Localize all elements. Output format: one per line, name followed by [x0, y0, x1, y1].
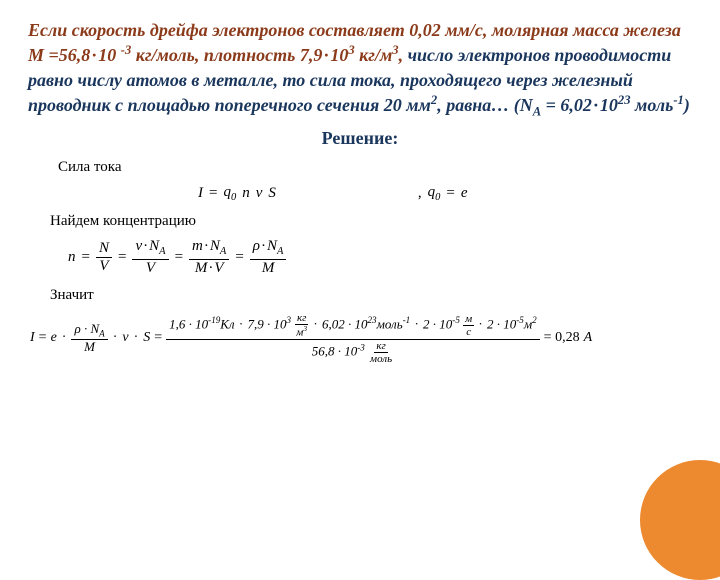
f-resA: А	[584, 330, 593, 346]
prob-p2d-sup: 23	[618, 93, 631, 107]
sym-q2-sub: 0	[435, 192, 440, 203]
sym-n: n	[242, 185, 250, 202]
corner-accent-circle	[640, 460, 720, 580]
f-v: v	[122, 330, 128, 346]
sym-comma: ,	[418, 185, 422, 202]
eq-current: I = q0nvS , q0 = e	[198, 184, 692, 203]
sym-q-sub: 0	[231, 192, 236, 203]
prob-p1c: кг/моль, плотность 7,9	[131, 45, 322, 65]
label-sila-toka: Сила тока	[58, 159, 692, 176]
frac-rhoNA-M: ρ·NA M	[250, 238, 287, 276]
prob-p2c: = 6,02	[541, 95, 592, 115]
sym-eq2: =	[446, 185, 454, 202]
f-res: = 0,28	[544, 330, 580, 346]
sym-S: S	[268, 185, 276, 202]
prob-p1f: ,	[399, 45, 404, 65]
sym-v: v	[256, 185, 263, 202]
sym-eq: =	[209, 185, 217, 202]
sym-e: e	[461, 185, 468, 202]
f-e: e	[51, 330, 57, 346]
prob-p2e-sup: -1	[673, 93, 684, 107]
frac-mNA-MV: m·NA M·V	[189, 238, 229, 276]
f-I: I	[30, 330, 35, 346]
frac-big-calc: 1,6 · 10-19Кл · 7,9 · 103 кгм3 · 6,02 · …	[166, 312, 540, 365]
frac-nuNA-V: ν·NA V	[132, 238, 168, 276]
label-znachit: Значит	[50, 287, 692, 304]
prob-p1e: кг/м	[355, 45, 393, 65]
prob-p2e: моль	[631, 95, 674, 115]
prob-p1b: 10	[98, 45, 121, 65]
solution-heading: Решение:	[28, 128, 692, 149]
f-S: S	[143, 330, 150, 346]
prob-p2d: 10	[600, 95, 618, 115]
prob-p2b: , равна… (N	[437, 95, 533, 115]
prob-p1d: 10	[330, 45, 348, 65]
prob-p1b-sup: -3	[121, 43, 132, 57]
sym-I: I	[198, 185, 203, 202]
prob-p2f: )	[684, 95, 690, 115]
sym-q: q	[223, 184, 231, 200]
problem-statement: Если скорость дрейфа электронов составля…	[28, 18, 692, 120]
eq-concentration: n = N V = ν·NA V = m·NA M·V = ρ·NA M	[68, 238, 692, 276]
frac-N-V: N V	[96, 240, 112, 276]
frac-rhoNA-M-2: ρ · NA M	[71, 322, 107, 355]
c-n: n	[68, 249, 76, 266]
label-conc: Найдем концентрацию	[50, 213, 692, 230]
eq-final: I = e · ρ · NA M · v · S = 1,6 · 10-19Кл…	[30, 312, 692, 365]
prob-p2b-sub: A	[533, 104, 541, 118]
